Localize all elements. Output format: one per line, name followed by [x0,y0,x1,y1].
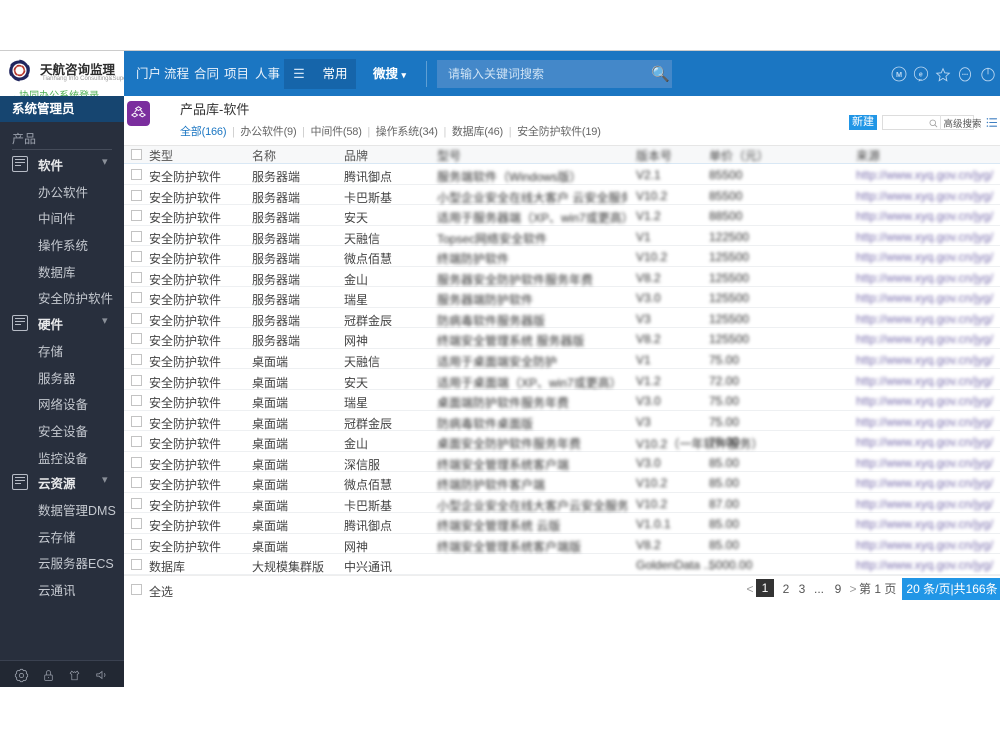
svg-text:e: e [919,71,923,78]
svg-text:M: M [896,70,902,79]
